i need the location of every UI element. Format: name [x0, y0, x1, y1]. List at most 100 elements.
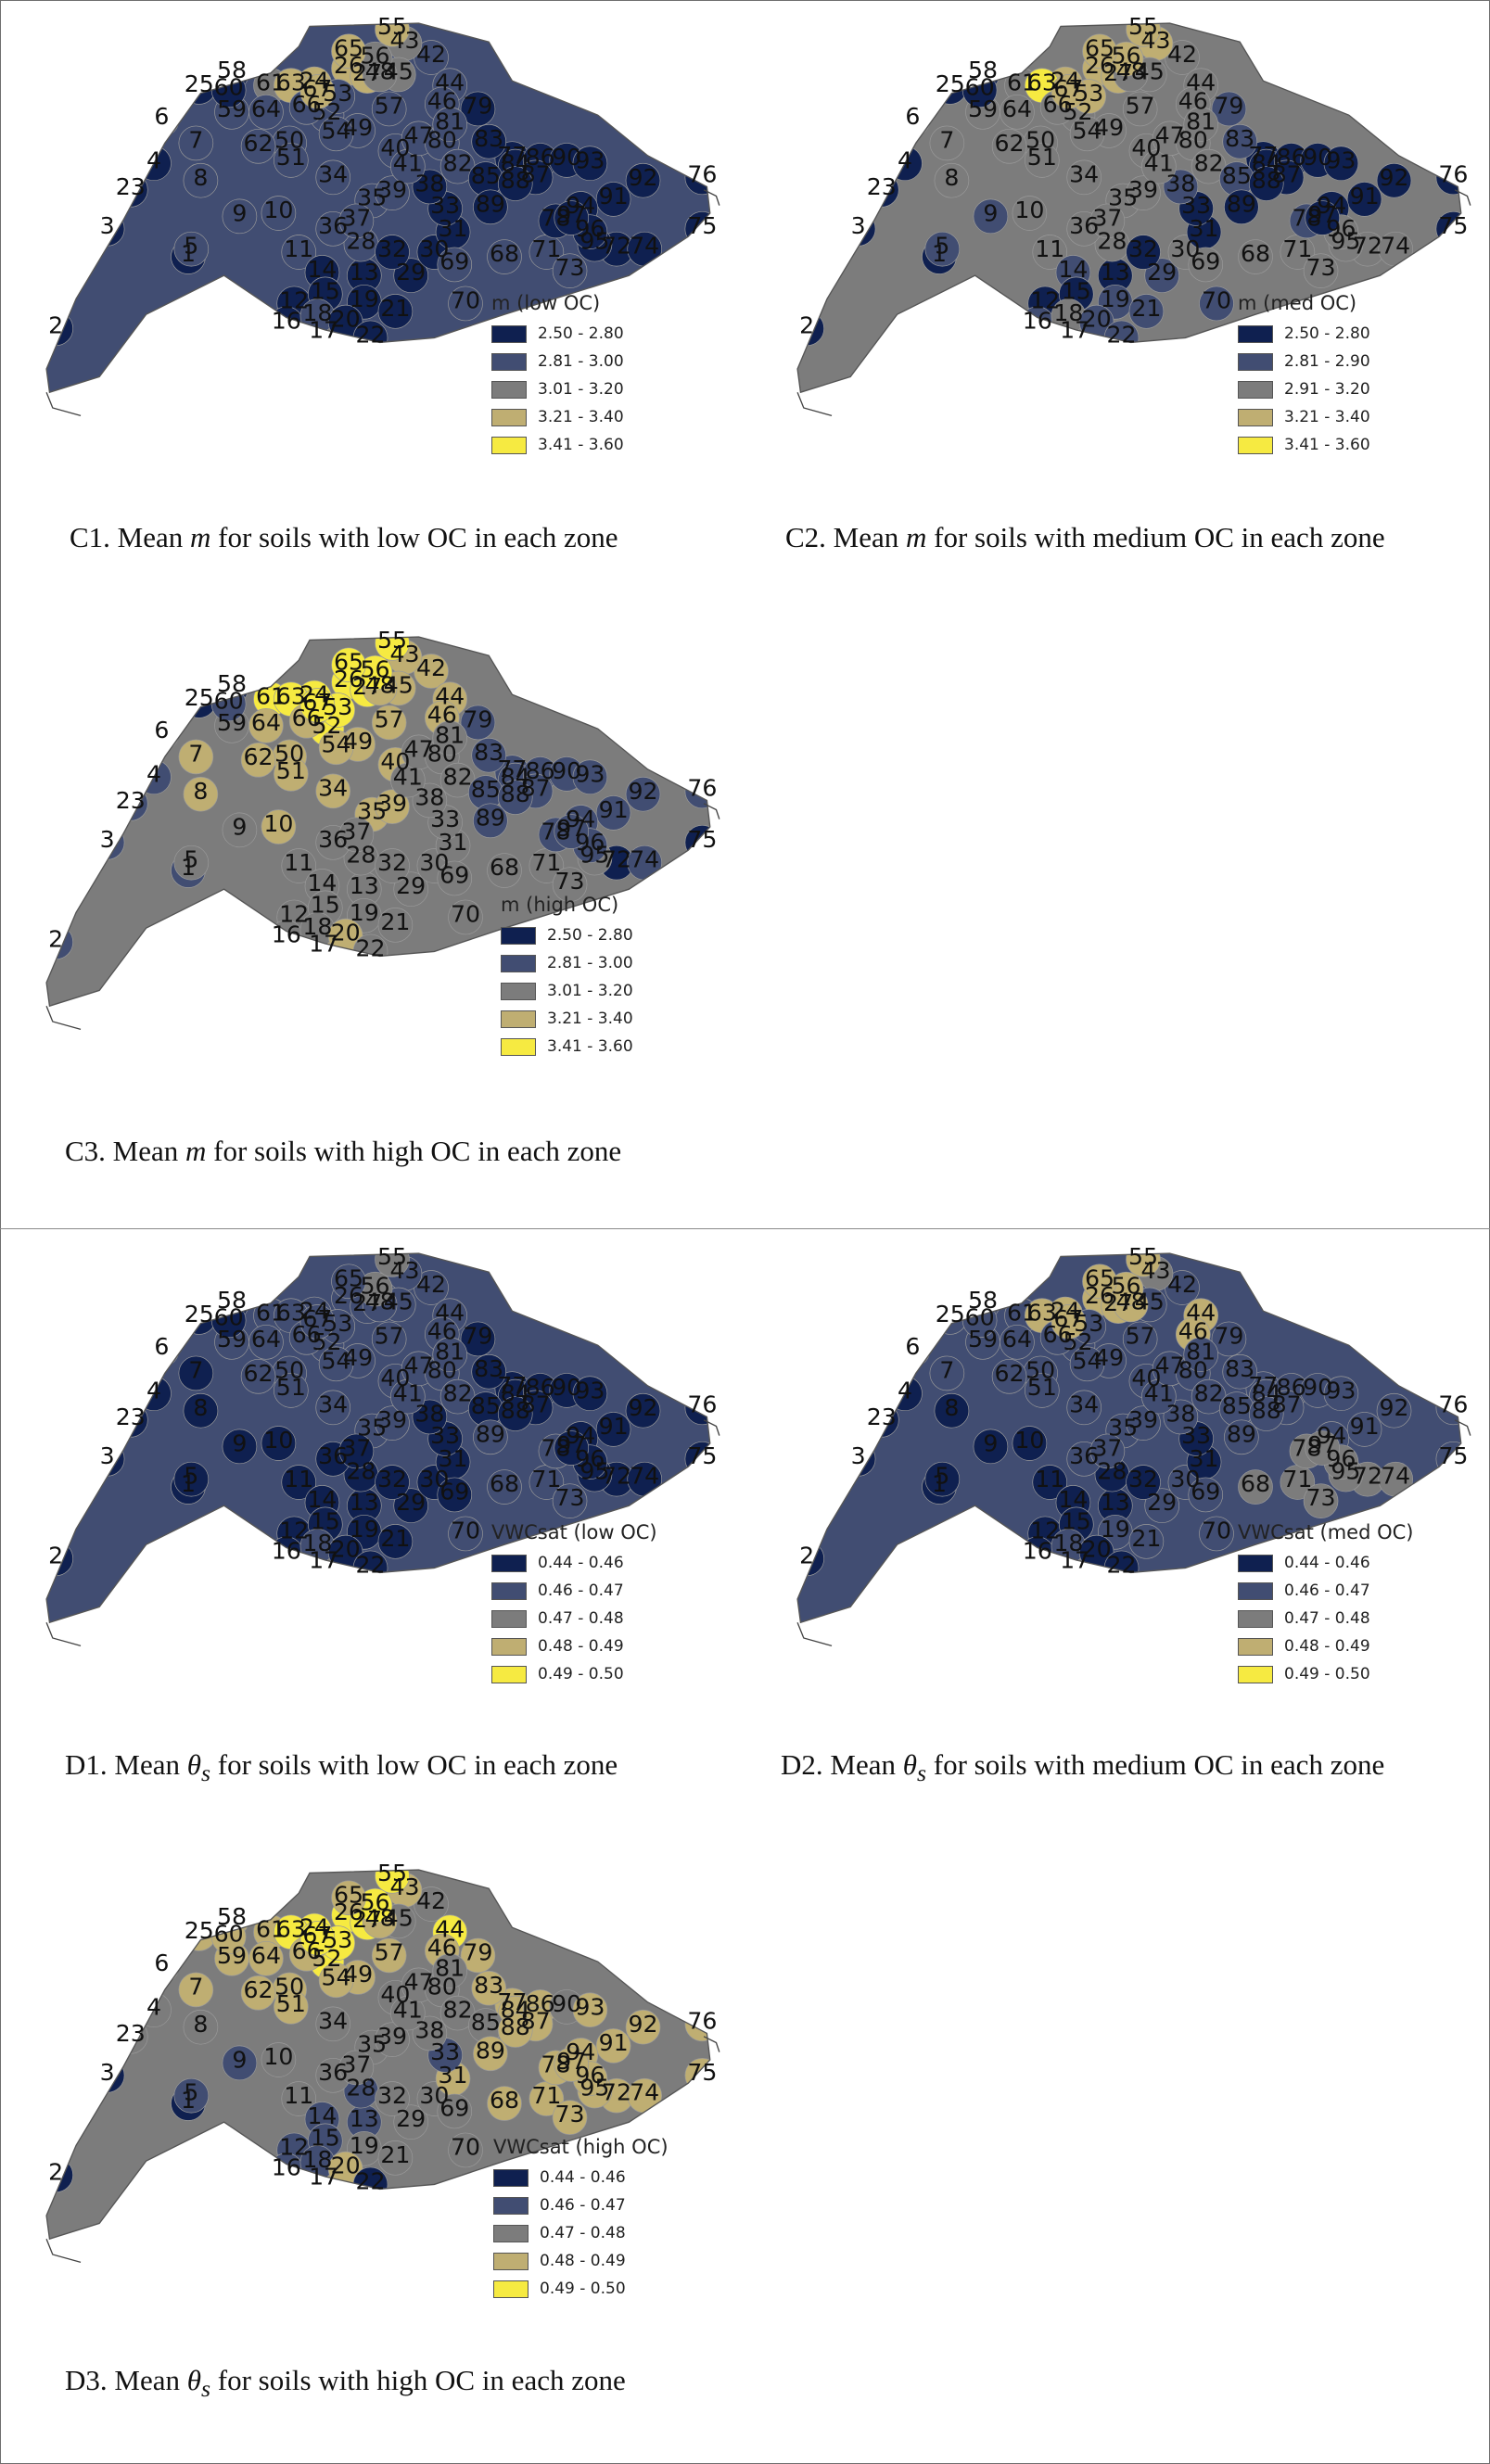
zone-label: 82: [1194, 1380, 1224, 1407]
legend-range: 0.47 - 0.48: [1284, 1609, 1370, 1628]
zone-label: 53: [1074, 80, 1103, 107]
zone-label: 47: [1155, 121, 1185, 148]
zone-64: [1000, 94, 1035, 130]
legend-d1: VWCsat (low OC) 0.44 - 0.46 0.46 - 0.47 …: [491, 1521, 657, 1688]
zone-label: 6: [905, 1333, 920, 1360]
legend-c3: m (high OC) 2.50 - 2.80 2.81 - 3.00 3.01…: [501, 894, 633, 1061]
zone-97: [554, 200, 590, 235]
zone-11: [281, 235, 317, 270]
zone-89: [473, 803, 508, 839]
zone-label: 80: [1178, 126, 1208, 153]
zone-9: [222, 1429, 258, 1465]
zone-label: 57: [375, 92, 404, 119]
zone-label: 45: [384, 672, 414, 699]
zone-11: [1032, 1465, 1068, 1500]
zone-69: [437, 2093, 473, 2129]
zone-label: 89: [1227, 190, 1256, 217]
legend-row: 0.44 - 0.46: [493, 2164, 669, 2191]
zone-label: 38: [414, 1400, 444, 1427]
zone-label: 24: [1051, 1298, 1080, 1325]
zone-10: [261, 2042, 297, 2077]
zone-9: [222, 198, 258, 235]
coast-line: [45, 1621, 82, 1647]
zone-label: 23: [116, 787, 146, 814]
legend-row: 0.49 - 0.50: [491, 1660, 657, 1688]
zone-label: 54: [322, 1963, 351, 1990]
zone-97: [554, 814, 590, 849]
zone-label: 60: [214, 687, 244, 714]
zone-label: 81: [435, 721, 465, 748]
zone-11: [281, 1465, 317, 1500]
caption-symbol: θ: [902, 1748, 917, 1781]
zone-label: 67: [302, 1922, 332, 1949]
zone-label: 93: [1326, 1377, 1356, 1403]
zone-68: [487, 1469, 522, 1505]
zone-label: 28: [346, 842, 376, 869]
zone-70: [448, 899, 483, 935]
zone-label: 85: [471, 1392, 501, 1419]
coast-line: [1454, 189, 1471, 206]
zone-label: 17: [1060, 1546, 1089, 1573]
zone-label: 7: [939, 1356, 954, 1383]
zone-label: 66: [292, 1321, 322, 1348]
zone-label: 1: [181, 1470, 196, 1497]
zone-label: 39: [1128, 176, 1158, 203]
zone-11: [1032, 235, 1068, 270]
zone-label: 33: [430, 806, 460, 832]
zone-label: 87: [1272, 160, 1302, 187]
zone-label: 18: [302, 2146, 332, 2173]
zone-label: 31: [1190, 215, 1219, 242]
zone-label: 46: [427, 87, 457, 114]
zone-label: 77: [497, 1988, 527, 2015]
zone-label: 43: [389, 27, 419, 54]
zone-label: 69: [1191, 1478, 1220, 1505]
zone-label: 91: [599, 796, 629, 823]
zone-label: 14: [307, 2102, 337, 2129]
zone-label: 22: [355, 934, 385, 961]
legend-row: 2.81 - 3.00: [491, 348, 624, 375]
zone-label: 7: [188, 1356, 203, 1383]
zone-label: 59: [217, 95, 247, 122]
zone-label: 18: [302, 1530, 332, 1556]
zone-label: 94: [566, 2039, 595, 2065]
zone-89: [473, 189, 508, 225]
legend-title: m (low OC): [491, 292, 601, 314]
zone-73: [1303, 1483, 1339, 1518]
legend-range: 3.01 - 3.20: [547, 982, 633, 1000]
zone-label: 63: [276, 1915, 306, 1942]
zone-label: 5: [184, 846, 198, 873]
zone-83: [471, 1970, 507, 2006]
legend-swatch: [491, 1581, 527, 1600]
zone-label: 17: [309, 2163, 338, 2190]
zone-label: 32: [1128, 1466, 1158, 1492]
zone-label: 39: [377, 1406, 407, 1433]
zone-label: 27: [352, 59, 382, 86]
zone-21: [377, 908, 414, 943]
legend-swatch: [1238, 436, 1273, 454]
zone-label: 14: [307, 256, 337, 283]
zone-label: 37: [341, 2051, 371, 2077]
zone-79: [460, 1937, 496, 1974]
zone-11: [281, 848, 317, 883]
zone-label: 49: [343, 728, 373, 755]
zone-label: 82: [443, 764, 473, 791]
zone-label: 90: [552, 757, 581, 784]
zone-label: 69: [439, 248, 469, 274]
zone-label: 12: [1030, 286, 1060, 313]
zone-65: [331, 1880, 366, 1916]
zone-label: 50: [1025, 126, 1055, 153]
zone-label: 51: [1027, 144, 1057, 171]
zone-label: 75: [687, 826, 717, 853]
zone-62: [991, 128, 1027, 164]
zone-label: 12: [279, 2133, 309, 2160]
zone-91: [595, 795, 631, 831]
zone-label: 79: [1214, 1322, 1243, 1349]
zone-label: 97: [1307, 1431, 1337, 1458]
zone-9: [222, 2045, 258, 2081]
legend-range: 0.48 - 0.49: [538, 1637, 624, 1656]
legend-row: 0.49 - 0.50: [1238, 1660, 1413, 1688]
zone-51: [1025, 143, 1060, 178]
zone-label: 83: [474, 125, 503, 152]
caption-suffix: for soils with medium OC in each zone: [933, 1748, 1385, 1781]
caption-prefix: C3. Mean: [65, 1135, 179, 1167]
